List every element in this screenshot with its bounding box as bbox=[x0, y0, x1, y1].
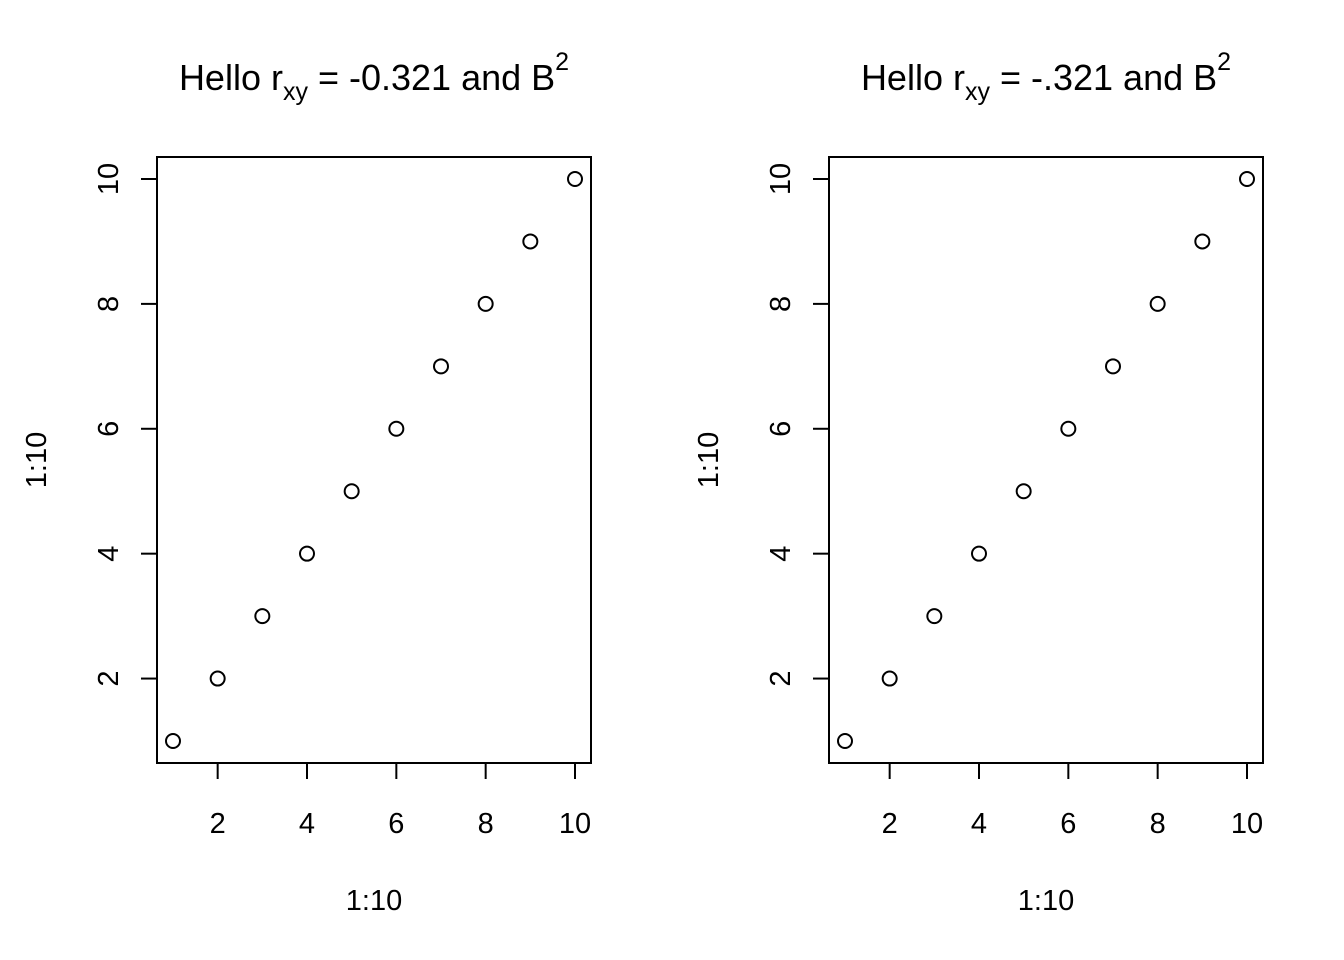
scatter-panel-right: Hello rxy = -.321 and B2 2 4 6 8 10 2 4 6 8 10 1… bbox=[693, 48, 1264, 917]
data-point bbox=[971, 545, 987, 562]
y-axis: 2 4 6 8 10 bbox=[765, 163, 830, 687]
data-point bbox=[299, 545, 315, 562]
y-tick-label: 10 bbox=[765, 163, 797, 195]
y-tick-label: 10 bbox=[93, 163, 125, 195]
x-axis: 2 4 6 8 10 bbox=[882, 762, 1263, 840]
x-tick-label: 8 bbox=[478, 808, 494, 840]
data-point bbox=[433, 358, 449, 375]
plot-title: Hello rxy = -.321 and B2 bbox=[861, 48, 1231, 106]
x-tick-label: 6 bbox=[1060, 808, 1076, 840]
y-tick-label: 6 bbox=[93, 421, 125, 437]
x-axis: 2 4 6 8 10 bbox=[210, 762, 591, 840]
y-tick-label: 2 bbox=[93, 670, 125, 686]
data-point bbox=[343, 483, 360, 500]
x-tick-label: 8 bbox=[1150, 808, 1166, 840]
points bbox=[165, 171, 583, 749]
data-point bbox=[522, 233, 539, 250]
data-point bbox=[1060, 420, 1077, 437]
data-point bbox=[1015, 483, 1032, 500]
x-tick-label: 2 bbox=[882, 808, 898, 840]
points bbox=[837, 171, 1255, 749]
y-tick-label: 6 bbox=[765, 421, 797, 437]
x-tick-label: 10 bbox=[559, 808, 591, 840]
x-axis-label: 1:10 bbox=[1018, 885, 1074, 917]
data-point bbox=[1239, 171, 1255, 187]
y-tick-label: 8 bbox=[765, 296, 797, 312]
data-point bbox=[926, 608, 943, 625]
x-tick-label: 4 bbox=[299, 808, 315, 840]
y-tick-label: 8 bbox=[93, 296, 125, 312]
data-point bbox=[1105, 358, 1121, 375]
data-point bbox=[477, 295, 494, 312]
data-point bbox=[1149, 295, 1166, 312]
x-tick-label: 10 bbox=[1231, 808, 1263, 840]
y-tick-label: 4 bbox=[93, 546, 125, 562]
scatter-panel-left: Hello rxy = -0.321 and B2 2 4 6 8 10 246810 … bbox=[21, 48, 592, 917]
y-axis-label: 1:10 bbox=[693, 432, 725, 488]
data-point bbox=[837, 733, 853, 749]
data-point bbox=[209, 670, 226, 687]
plot-title: Hello rxy = -0.321 and B2 bbox=[179, 48, 569, 106]
x-axis-label: 1:10 bbox=[346, 885, 402, 917]
y-axis-label: 1:10 bbox=[21, 432, 53, 488]
data-point bbox=[388, 420, 405, 437]
x-tick-label: 6 bbox=[388, 808, 404, 840]
y-tick-label: 2 bbox=[765, 670, 797, 686]
data-point bbox=[1194, 233, 1211, 250]
data-point bbox=[165, 733, 181, 749]
x-tick-label: 2 bbox=[210, 808, 226, 840]
y-tick-label: 4 bbox=[765, 546, 797, 562]
y-axis: 2 4 6 8 10 bbox=[93, 163, 158, 687]
x-tick-label: 4 bbox=[971, 808, 987, 840]
data-point bbox=[254, 608, 271, 625]
data-point bbox=[567, 171, 583, 187]
data-point bbox=[881, 670, 898, 687]
